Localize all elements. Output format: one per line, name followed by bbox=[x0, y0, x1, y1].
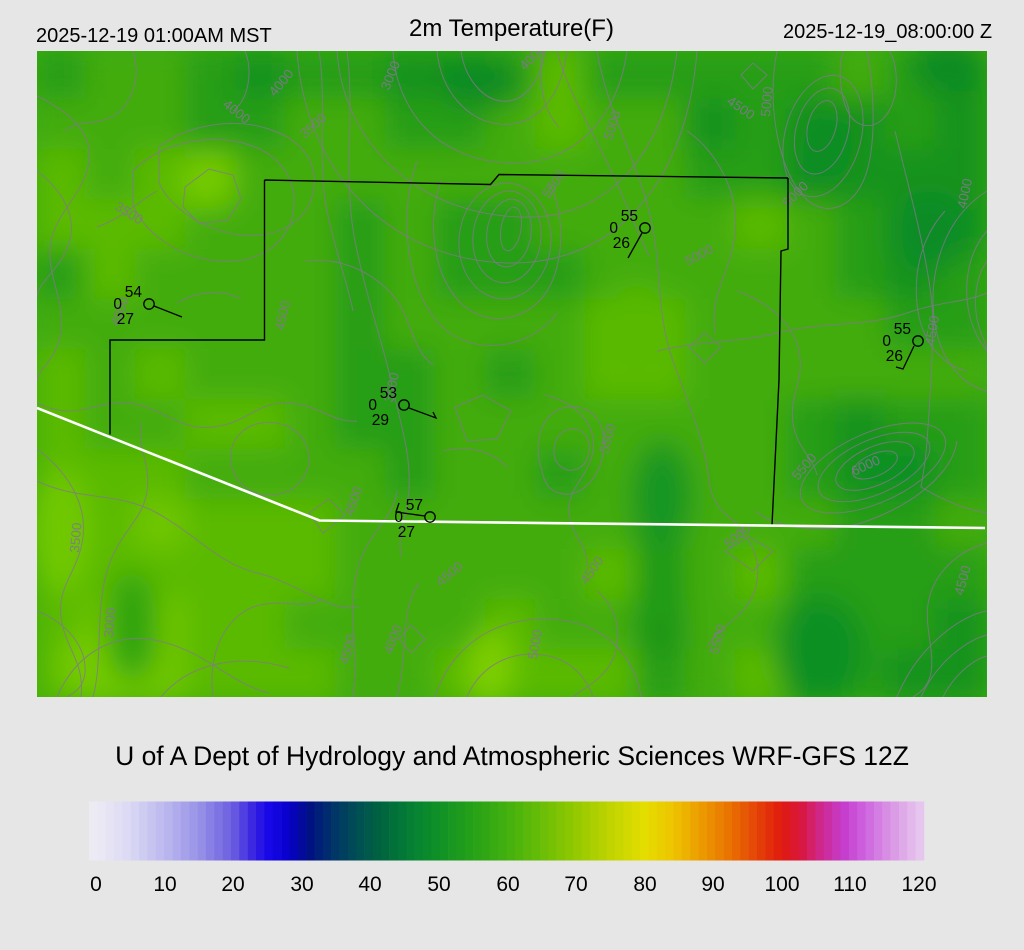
svg-text:27: 27 bbox=[398, 524, 415, 541]
svg-text:5000: 5000 bbox=[758, 86, 776, 117]
svg-text:57: 57 bbox=[406, 497, 423, 514]
svg-text:0: 0 bbox=[609, 220, 618, 237]
svg-text:0: 0 bbox=[368, 397, 377, 414]
svg-text:29: 29 bbox=[372, 412, 389, 429]
svg-text:27: 27 bbox=[117, 311, 134, 328]
svg-text:26: 26 bbox=[613, 235, 630, 252]
svg-text:3500: 3500 bbox=[67, 522, 85, 553]
svg-text:3000: 3000 bbox=[101, 607, 119, 638]
svg-text:53: 53 bbox=[380, 385, 397, 402]
svg-text:26: 26 bbox=[886, 348, 903, 365]
svg-text:54: 54 bbox=[125, 284, 143, 301]
svg-text:4500: 4500 bbox=[922, 314, 942, 346]
svg-text:5000: 5000 bbox=[525, 628, 545, 660]
svg-text:0: 0 bbox=[882, 333, 891, 350]
svg-text:55: 55 bbox=[894, 321, 911, 338]
svg-text:0: 0 bbox=[113, 296, 122, 313]
svg-text:4500: 4500 bbox=[272, 299, 293, 332]
svg-text:3500: 3500 bbox=[381, 371, 402, 404]
svg-text:55: 55 bbox=[621, 208, 638, 225]
svg-text:0: 0 bbox=[394, 509, 403, 526]
svg-text:4000: 4000 bbox=[954, 177, 975, 210]
